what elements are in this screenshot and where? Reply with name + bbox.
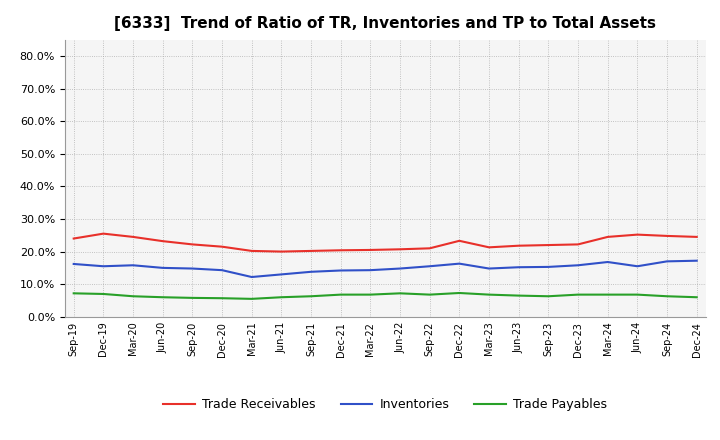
Line: Trade Payables: Trade Payables bbox=[73, 293, 697, 299]
Line: Inventories: Inventories bbox=[73, 261, 697, 277]
Trade Payables bbox=[277, 295, 286, 300]
Trade Receivables bbox=[603, 234, 612, 239]
Inventories bbox=[336, 268, 345, 273]
Inventories bbox=[277, 272, 286, 277]
Trade Payables bbox=[307, 293, 315, 299]
Trade Receivables bbox=[336, 248, 345, 253]
Trade Receivables bbox=[426, 246, 434, 251]
Inventories bbox=[426, 264, 434, 269]
Inventories bbox=[574, 263, 582, 268]
Trade Receivables bbox=[307, 248, 315, 253]
Inventories bbox=[662, 259, 671, 264]
Inventories bbox=[307, 269, 315, 275]
Inventories bbox=[396, 266, 405, 271]
Inventories bbox=[514, 264, 523, 270]
Trade Payables bbox=[574, 292, 582, 297]
Trade Receivables bbox=[455, 238, 464, 243]
Trade Payables bbox=[217, 296, 226, 301]
Inventories bbox=[366, 268, 374, 273]
Inventories bbox=[544, 264, 553, 270]
Inventories bbox=[69, 261, 78, 267]
Trade Payables bbox=[366, 292, 374, 297]
Trade Receivables bbox=[485, 245, 493, 250]
Trade Receivables bbox=[574, 242, 582, 247]
Inventories bbox=[99, 264, 108, 269]
Inventories bbox=[248, 275, 256, 280]
Inventories bbox=[217, 268, 226, 273]
Inventories bbox=[693, 258, 701, 264]
Trade Payables bbox=[514, 293, 523, 298]
Inventories bbox=[455, 261, 464, 266]
Legend: Trade Receivables, Inventories, Trade Payables: Trade Receivables, Inventories, Trade Pa… bbox=[158, 393, 612, 416]
Inventories bbox=[603, 259, 612, 264]
Trade Receivables bbox=[69, 236, 78, 241]
Trade Receivables bbox=[217, 244, 226, 249]
Trade Receivables bbox=[99, 231, 108, 236]
Trade Payables bbox=[158, 295, 167, 300]
Trade Receivables bbox=[633, 232, 642, 237]
Inventories bbox=[485, 266, 493, 271]
Trade Receivables bbox=[188, 242, 197, 247]
Line: Trade Receivables: Trade Receivables bbox=[73, 234, 697, 252]
Trade Receivables bbox=[544, 242, 553, 248]
Trade Receivables bbox=[129, 234, 138, 239]
Trade Payables bbox=[485, 292, 493, 297]
Trade Payables bbox=[129, 293, 138, 299]
Trade Payables bbox=[544, 293, 553, 299]
Trade Payables bbox=[693, 295, 701, 300]
Trade Receivables bbox=[366, 247, 374, 253]
Trade Payables bbox=[99, 291, 108, 297]
Trade Payables bbox=[455, 290, 464, 296]
Inventories bbox=[633, 264, 642, 269]
Trade Receivables bbox=[662, 233, 671, 238]
Trade Receivables bbox=[248, 248, 256, 253]
Trade Payables bbox=[633, 292, 642, 297]
Trade Payables bbox=[662, 293, 671, 299]
Title: [6333]  Trend of Ratio of TR, Inventories and TP to Total Assets: [6333] Trend of Ratio of TR, Inventories… bbox=[114, 16, 656, 32]
Trade Payables bbox=[188, 295, 197, 301]
Trade Receivables bbox=[396, 247, 405, 252]
Inventories bbox=[129, 263, 138, 268]
Inventories bbox=[188, 266, 197, 271]
Trade Receivables bbox=[158, 238, 167, 244]
Inventories bbox=[158, 265, 167, 271]
Trade Payables bbox=[69, 291, 78, 296]
Trade Payables bbox=[426, 292, 434, 297]
Trade Receivables bbox=[277, 249, 286, 254]
Trade Payables bbox=[603, 292, 612, 297]
Trade Payables bbox=[396, 291, 405, 296]
Trade Payables bbox=[248, 296, 256, 301]
Trade Receivables bbox=[693, 234, 701, 239]
Trade Receivables bbox=[514, 243, 523, 248]
Trade Payables bbox=[336, 292, 345, 297]
